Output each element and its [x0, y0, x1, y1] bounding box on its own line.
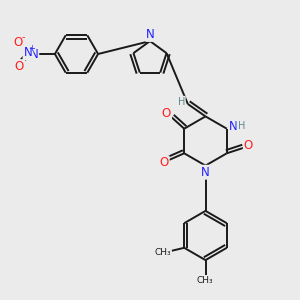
- Text: N: N: [29, 47, 38, 61]
- Text: CH₃: CH₃: [154, 248, 171, 257]
- Text: N: N: [229, 120, 238, 133]
- Text: CH₃: CH₃: [196, 276, 213, 285]
- Text: O: O: [14, 36, 23, 49]
- Text: H: H: [238, 121, 245, 131]
- Text: -: -: [21, 32, 25, 43]
- Text: N: N: [146, 28, 155, 41]
- Text: O: O: [15, 60, 24, 73]
- Text: H: H: [178, 97, 185, 106]
- Text: +: +: [28, 44, 35, 52]
- Text: O: O: [162, 107, 171, 120]
- Text: N: N: [201, 166, 210, 179]
- Text: O: O: [244, 139, 253, 152]
- Text: O: O: [160, 156, 169, 170]
- Text: N: N: [23, 46, 32, 59]
